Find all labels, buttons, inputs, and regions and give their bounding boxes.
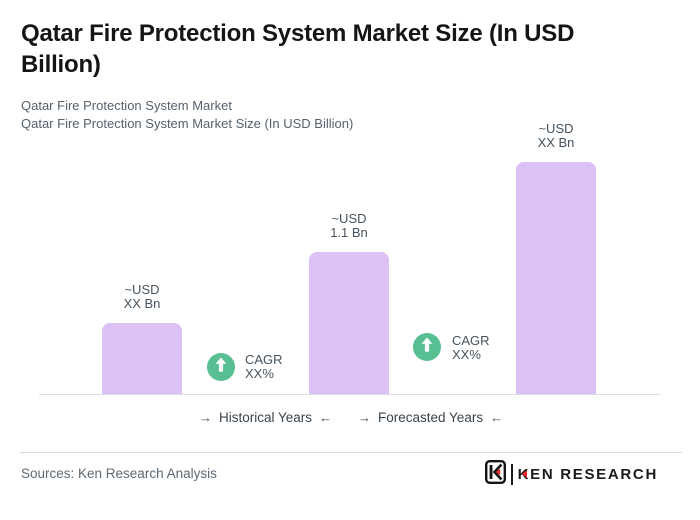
ken-research-logo-icon	[484, 460, 506, 489]
sources-text: Sources: Ken Research Analysis	[21, 466, 217, 481]
cagr-badge	[207, 353, 235, 381]
cagr-label: CAGR XX%	[245, 353, 283, 381]
arrow-left-icon: ←	[319, 410, 333, 425]
chart-bar-base	[309, 252, 389, 394]
ken-research-logo: KEN RESEARCH	[484, 460, 658, 489]
arrow-right-icon: →	[199, 410, 212, 425]
arrow-up-icon	[413, 331, 441, 364]
period-label-text: Historical Years	[219, 410, 313, 425]
bar-value-line2: XX Bn	[123, 296, 161, 311]
bar-value-label: ~USD 1.1 Bn	[289, 212, 409, 240]
chart-bar-forecast	[516, 162, 596, 394]
cagr-line2: XX%	[452, 347, 481, 362]
bar-value-line2: XX Bn	[537, 135, 575, 150]
cagr-line2: XX%	[245, 366, 274, 381]
brand-separator	[510, 464, 513, 485]
cagr-badge	[413, 333, 441, 361]
period-label-forecasted: → Forecasted Years ←	[358, 410, 503, 425]
cagr-line1: CAGR	[245, 352, 283, 367]
bar-value-line1: ~USD	[538, 121, 574, 136]
bar-value-line1: ~USD	[331, 211, 367, 226]
bar-value-line2: 1.1 Bn	[330, 225, 368, 240]
red-wedge-icon	[522, 470, 528, 478]
x-axis-line	[39, 394, 660, 395]
bar-value-label: ~USD XX Bn	[496, 122, 616, 150]
page-title-line1: Qatar Fire Protection System Market Size…	[21, 20, 575, 47]
cagr-label: CAGR XX%	[452, 334, 490, 362]
arrow-right-icon: →	[358, 410, 371, 425]
page-title-line2: Billion)	[21, 51, 101, 78]
chart-bar-historical	[102, 323, 182, 394]
chart-subtitle: Qatar Fire Protection System Market Qata…	[21, 97, 353, 133]
period-label-text: Forecasted Years	[378, 410, 484, 425]
brand-text: KEN RESEARCH	[517, 466, 658, 483]
period-label-historical: → Historical Years ←	[199, 410, 332, 425]
arrow-up-icon	[207, 351, 235, 384]
chart-subtitle-line1: Qatar Fire Protection System Market	[21, 98, 232, 113]
chart-subtitle-line2: Qatar Fire Protection System Market Size…	[21, 116, 354, 131]
footer-divider	[20, 452, 682, 453]
page-title: Qatar Fire Protection System Market Size…	[21, 18, 671, 80]
bar-value-label: ~USD XX Bn	[82, 283, 202, 311]
bar-value-line1: ~USD	[124, 282, 160, 297]
arrow-left-icon: ←	[490, 410, 504, 425]
cagr-line1: CAGR	[452, 333, 490, 348]
brand-text-wrap: KEN RESEARCH	[518, 462, 658, 487]
